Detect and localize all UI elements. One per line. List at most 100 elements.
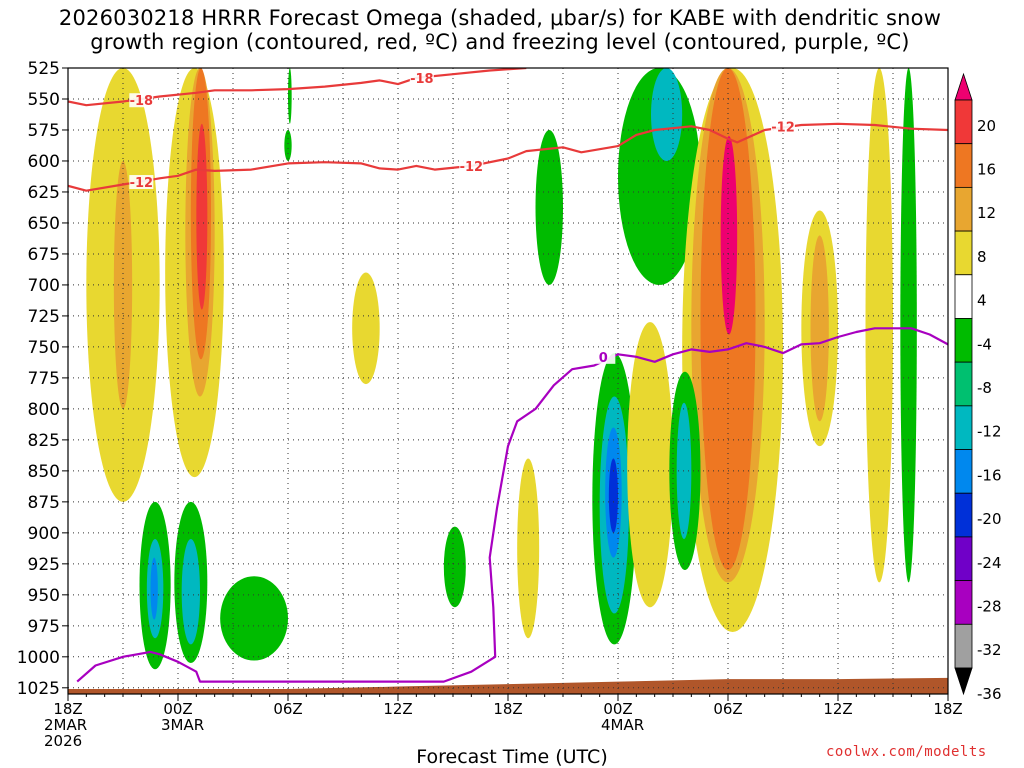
chart-title-line2: growth region (contoured, red, ºC) and f…	[90, 30, 910, 54]
colorbar-label: -32	[977, 641, 1002, 659]
omega-upward-region-33	[810, 235, 829, 422]
terrain-surface	[68, 677, 948, 694]
colorbar-swatch	[954, 99, 973, 145]
colorbar-swatch	[954, 449, 973, 494]
colorbar-top-arrow	[954, 72, 973, 101]
contour-label-bg	[591, 349, 616, 364]
colorbar-label: 12	[977, 204, 996, 222]
y-tick-label: 950	[28, 586, 60, 606]
contour-label-5: -12	[771, 120, 795, 135]
contour-label-bg	[771, 119, 795, 134]
chart-title-line1: 2026030218 HRRR Forecast Omega (shaded, …	[58, 6, 942, 30]
colorbar-label: -12	[977, 423, 1002, 441]
chart-title: 2026030218 HRRR Forecast Omega (shaded, …	[0, 6, 1000, 54]
x-tick-label: 18Z	[53, 700, 82, 718]
colorbar-swatch	[954, 492, 973, 538]
colorbar-swatch	[954, 318, 973, 363]
y-tick-label: 650	[28, 214, 60, 234]
contour-line-2	[68, 122, 948, 192]
omega-downward-region-31	[676, 402, 692, 540]
colorbar-swatch	[954, 361, 973, 407]
contour-label-4: -12	[460, 160, 484, 175]
x-tick-label: 06Z	[713, 700, 742, 718]
omega-upward-region-18	[517, 458, 540, 639]
colorbar-swatch	[954, 274, 973, 319]
colorbar: 20 16 12 8 4 -4 -8 -12 -16 -20 -24 -28 -32 -36	[954, 72, 1002, 703]
y-tick-label: 625	[28, 183, 60, 203]
omega-downward-region-24	[651, 68, 683, 161]
y-tick-label: 825	[28, 431, 60, 451]
colorbar-label: 16	[977, 161, 996, 179]
omega-upward-region-34	[865, 68, 893, 583]
x-tick-label: 2026	[44, 732, 82, 750]
colorbar-label: 4	[977, 292, 987, 310]
x-tick-label: 06Z	[273, 700, 302, 718]
colorbar-swatch	[954, 405, 973, 450]
colorbar-label: -24	[977, 554, 1002, 572]
x-tick-label: 18Z	[933, 700, 962, 718]
y-tick-label: 550	[28, 90, 60, 110]
y-tick-label: 750	[28, 338, 60, 358]
omega-upward-region-7	[352, 272, 380, 385]
contour-label-6: 0	[599, 351, 608, 366]
omega-downward-region-12	[181, 539, 200, 645]
x-tick-label: 00Z	[603, 700, 632, 718]
omega-downward-region-22	[608, 458, 619, 533]
colorbar-label: 20	[977, 117, 996, 135]
colorbar-swatch	[954, 143, 973, 188]
y-tick-label: 850	[28, 462, 60, 482]
x-axis-title: Forecast Time (UTC)	[416, 746, 608, 768]
colorbar-label: -8	[977, 379, 992, 397]
contour-label-3: -12	[130, 176, 154, 191]
x-tick-label: 4MAR	[601, 716, 644, 734]
colorbar-label: -16	[977, 466, 1002, 484]
x-tick-label: 12Z	[383, 700, 412, 718]
omega-downward-region-14	[288, 68, 292, 124]
x-tick-label: 18Z	[493, 700, 522, 718]
y-tick-label: 600	[28, 152, 60, 172]
y-tick-label: 675	[28, 245, 60, 265]
y-tick-label: 775	[28, 369, 60, 389]
omega-downward-region-17	[535, 129, 563, 285]
y-tick-label: 875	[28, 493, 60, 513]
omega-downward-region-10	[150, 557, 158, 620]
contour-label-bg	[459, 158, 484, 173]
y-tick-label: 975	[28, 617, 60, 637]
x-tick-label: 00Z	[163, 700, 192, 718]
omega-upward-region-29	[720, 136, 738, 335]
y-tick-label: 1000	[17, 648, 60, 668]
y-tick-label: 1025	[17, 679, 60, 699]
colorbar-swatch	[954, 186, 973, 232]
contour-label-bg	[129, 93, 154, 108]
site-watermark: coolwx.com/modelts	[826, 744, 987, 760]
colorbar-swatch	[954, 536, 973, 582]
x-tick-label: 2MAR	[44, 716, 87, 734]
colorbar-label: -20	[977, 510, 1002, 528]
omega-upward-region-25	[627, 322, 673, 608]
colorbar-label: -4	[977, 335, 992, 353]
y-tick-label: 525	[28, 59, 60, 79]
colorbar-label: -28	[977, 598, 1002, 616]
omega-downward-region-15	[284, 129, 292, 161]
contour-label-bg	[129, 175, 154, 190]
colorbar-swatch	[954, 580, 973, 625]
omega-downward-region-16	[443, 526, 466, 608]
y-tick-label: 700	[28, 276, 60, 296]
contour-label-bg	[409, 70, 434, 85]
contour-label-2: -18	[410, 72, 434, 87]
x-tick-label: 12Z	[823, 700, 852, 718]
contour-line-3	[76, 327, 948, 683]
omega-downward-region-13	[220, 576, 288, 661]
omega-downward-region-35	[900, 68, 917, 583]
colorbar-bottom-arrow	[954, 667, 973, 696]
y-tick-label: 725	[28, 307, 60, 327]
colorbar-swatch	[954, 623, 973, 669]
y-axis: 525 550 575 600 625 650 675 700 725 750 775 800 825 8…	[17, 59, 68, 699]
colorbar-label: 8	[977, 248, 987, 266]
y-tick-label: 800	[28, 400, 60, 420]
y-tick-label: 925	[28, 555, 60, 575]
colorbar-label: -36	[977, 685, 1002, 703]
omega-upward-region-6	[196, 123, 208, 310]
